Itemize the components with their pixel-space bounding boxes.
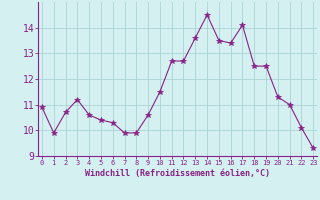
X-axis label: Windchill (Refroidissement éolien,°C): Windchill (Refroidissement éolien,°C) xyxy=(85,169,270,178)
